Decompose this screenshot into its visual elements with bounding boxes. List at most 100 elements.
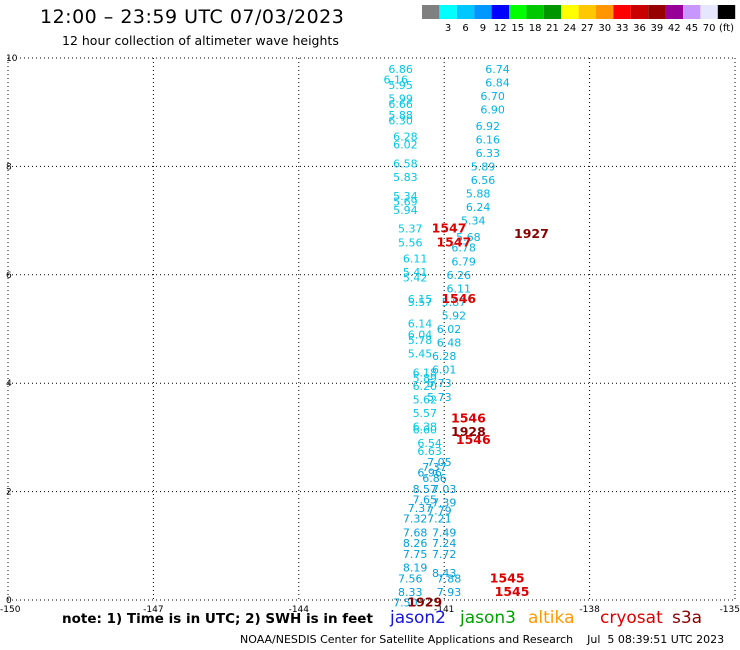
color-bin: [509, 5, 527, 19]
color-bin-label: 42: [668, 23, 681, 34]
data-point-label: 5.34: [461, 215, 486, 228]
color-bin: [578, 5, 596, 19]
x-tick-label: -144: [289, 605, 310, 615]
data-point-label: 5.83: [393, 171, 418, 184]
data-point-label: 7.50: [393, 597, 418, 610]
x-tick-label: -135: [720, 605, 740, 615]
data-point-label: 1929: [407, 595, 442, 610]
subtitle: 12 hour collection of altimeter wave hei…: [62, 33, 339, 48]
y-tick-label: 4: [6, 379, 12, 389]
data-point-label: 1545: [495, 584, 530, 599]
data-point-label: 5.62: [413, 393, 438, 406]
data-point-label: 6.79: [451, 255, 476, 268]
data-point-label: 5.92: [442, 309, 467, 322]
data-point-label: 6.84: [485, 76, 510, 89]
color-bin: [491, 5, 509, 19]
color-bin: [543, 5, 562, 19]
x-tick-label: -141: [434, 605, 454, 615]
data-point-label: 6.11: [403, 253, 428, 266]
data-point-label: 6.78: [451, 242, 476, 255]
data-point-label: 7.37: [408, 502, 433, 515]
page-title: 12:00 – 23:59 UTC 07/03/2023: [40, 6, 345, 28]
data-point-label: 6.04: [408, 328, 433, 341]
color-bin: [596, 5, 614, 19]
data-point-label: 8.19: [403, 561, 428, 574]
data-point-label: 7.72: [432, 548, 457, 561]
data-point-label: 5.95: [388, 79, 413, 92]
data-point-label: 8.33: [398, 586, 423, 599]
data-point-label: 5.56: [398, 236, 423, 249]
color-bin: [717, 5, 736, 19]
data-point-label: 5.87: [442, 296, 467, 309]
x-tick-label: -150: [0, 605, 21, 615]
data-point-label: 5.42: [403, 272, 428, 285]
footer-credit: NOAA/NESDIS Center for Satellite Applica…: [240, 633, 725, 646]
data-point-label: 6.02: [393, 139, 418, 152]
data-point-label: 6.24: [466, 201, 491, 214]
x-tick-label: -147: [143, 605, 163, 615]
data-point-label: 5.88: [388, 109, 413, 122]
data-point-label: 7.79: [427, 505, 452, 518]
satellite-label-s3a: s3a: [672, 608, 703, 628]
data-points: 6.866.165.955.996.665.886.306.286.026.58…: [383, 63, 548, 610]
color-bin-label: 30: [598, 23, 611, 34]
data-point-label: 5.68: [456, 231, 481, 244]
data-point-label: 1547: [436, 234, 471, 249]
color-bin-label: 39: [651, 23, 664, 34]
data-point-label: 7.75: [403, 548, 428, 561]
plot-grid: [7, 57, 736, 601]
data-point-label: 5.99: [388, 93, 413, 106]
color-bin: [439, 5, 457, 19]
data-point-label: 5.41: [403, 266, 428, 279]
data-point-label: 7.49: [432, 526, 457, 539]
color-bin-label: 27: [581, 23, 594, 34]
axis-ticks: -150 -147 -144 -141 -138 -135 0 2 4 6 8 10: [0, 54, 740, 615]
data-point-label: 5.45: [408, 347, 433, 360]
data-point-label: 5.73: [427, 377, 452, 390]
satellite-label-altika: altika: [528, 608, 575, 628]
color-bin: [456, 5, 475, 19]
data-point-label: 7.37: [422, 461, 447, 474]
data-point-label: 5.69: [393, 196, 418, 209]
data-point-label: 5.78: [408, 334, 433, 347]
color-bin: [561, 5, 579, 19]
data-point-label: 5.73: [427, 391, 452, 404]
data-point-label: 1928: [451, 424, 486, 439]
data-point-label: 6.86: [422, 472, 447, 485]
color-bin-label: 21: [546, 23, 559, 34]
data-point-label: 7.56: [398, 572, 423, 585]
color-bin: [422, 5, 440, 19]
y-tick-label: 2: [6, 488, 12, 498]
color-bin: [683, 5, 701, 19]
data-point-label: 6.58: [393, 158, 418, 171]
data-point-label: 6.54: [417, 437, 442, 450]
data-point-label: 6.66: [388, 98, 413, 111]
data-point-label: 1545: [490, 570, 525, 585]
color-bin-label: 3: [445, 23, 451, 34]
data-point-label: 7.93: [437, 586, 462, 599]
data-point-label: 7.24: [432, 537, 457, 550]
data-point-label: 6.70: [480, 90, 505, 103]
data-point-label: 7.65: [413, 494, 438, 507]
data-point-label: 6.16: [383, 74, 408, 87]
color-bin-label: 9: [480, 23, 486, 34]
data-point-label: 7.88: [437, 572, 462, 585]
satellite-label-cryosat: cryosat: [600, 608, 663, 628]
color-bin-label: 6: [462, 23, 468, 34]
data-point-label: 5.34: [393, 190, 418, 203]
data-point-label: 5.57: [413, 407, 438, 420]
data-point-label: 7.03: [432, 483, 457, 496]
data-point-label: 1547: [432, 221, 467, 236]
data-point-label: 1546: [451, 410, 486, 425]
data-point-label: 7.21: [427, 513, 452, 526]
data-point-label: 6.92: [476, 120, 501, 133]
data-point-label: 1546: [441, 291, 476, 306]
data-point-label: 6.86: [388, 63, 413, 76]
data-point-label: 6.56: [471, 174, 496, 187]
y-tick-label: 6: [6, 271, 12, 281]
data-point-label: 8.43: [432, 567, 457, 580]
color-bin: [700, 5, 718, 19]
color-bin-label: 18: [529, 23, 542, 34]
data-point-label: 6.01: [432, 364, 457, 377]
